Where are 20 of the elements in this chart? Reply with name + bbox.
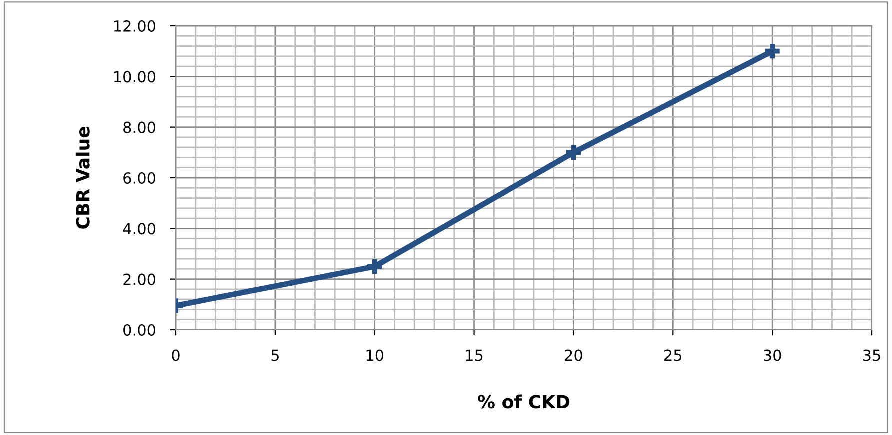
x-tick-label: 20 <box>565 350 582 362</box>
y-tick-label: 10.00 <box>114 71 156 83</box>
y-tick-label: 8.00 <box>124 122 156 134</box>
x-tick-label: 30 <box>764 350 782 362</box>
y-tick-label: 2.00 <box>124 274 156 286</box>
point <box>765 44 780 59</box>
y-tick-label: 6.00 <box>124 172 156 184</box>
y-tick-label: 12.00 <box>114 20 156 32</box>
x-tick-label: 35 <box>863 350 880 362</box>
point <box>566 145 581 160</box>
y-axis-title: CBR Value <box>76 127 90 229</box>
x-tick-label: 10 <box>366 350 384 362</box>
x-tick-label: 15 <box>466 350 483 362</box>
x-tick-label: 0 <box>172 350 180 362</box>
x-axis-title: % of CKD <box>478 394 570 409</box>
y-tick-label: 4.00 <box>123 223 156 235</box>
point <box>368 259 382 274</box>
x-tick-label: 25 <box>664 350 682 362</box>
y-tick-label: 0.00 <box>124 324 156 336</box>
x-tick-label: 5 <box>272 350 279 362</box>
